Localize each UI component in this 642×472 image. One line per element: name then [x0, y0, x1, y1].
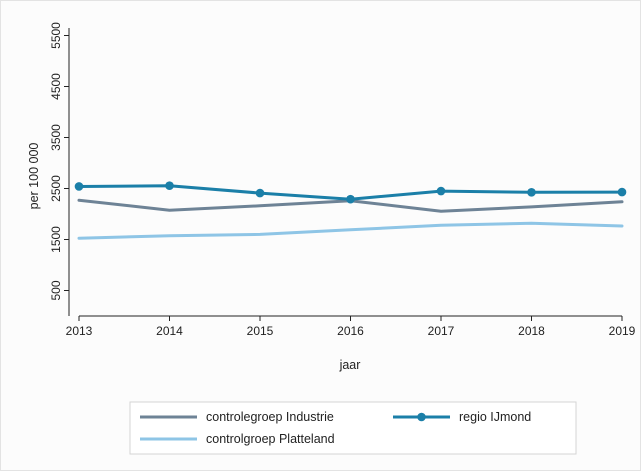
data-point-regio-ijmond [617, 187, 627, 197]
x-tick-label: 2017 [428, 324, 455, 338]
data-point-regio-ijmond [527, 188, 536, 197]
legend: controlegroep Industrie regio IJmond contr… [129, 401, 577, 455]
y-tick-label: 500 [49, 280, 63, 300]
axes: 500 1500 2500 3500 4500 5500 2013 2014 2015 2016 2… [49, 22, 636, 338]
legend-label-controlgroep-platteland: controlgroep Platteland [206, 432, 335, 446]
x-tick-label: 2015 [247, 324, 274, 338]
data-point-regio-ijmond [74, 182, 84, 191]
series-markers [74, 181, 627, 204]
x-tick-label: 2016 [337, 324, 364, 338]
data-point-regio-ijmond [436, 186, 446, 196]
data-point-regio-ijmond [346, 194, 355, 204]
legend-marker-regio-ijmond [417, 412, 426, 422]
x-tick-label: 2019 [609, 324, 636, 338]
x-axis-title: jaar [339, 358, 361, 372]
y-tick-label: 3500 [49, 124, 63, 151]
y-tick-label: 5500 [49, 22, 63, 49]
legend-label-controlegroep-industrie: controlegroep Industrie [206, 410, 334, 424]
legend-items: controlegroep Industrie regio IJmond contr… [140, 410, 531, 446]
y-tick-label: 4500 [49, 73, 63, 100]
x-tick-label: 2018 [518, 324, 545, 338]
series-lines [77, 184, 624, 240]
series-line-controlgroep-platteland [77, 221, 624, 240]
y-axis-title: per 100 000 [27, 143, 41, 210]
legend-box [129, 401, 577, 455]
data-point-regio-ijmond [255, 188, 265, 198]
x-tick-label: 2013 [66, 324, 93, 338]
y-tick-label: 1500 [49, 226, 63, 253]
data-point-regio-ijmond [165, 181, 174, 190]
x-tick-label: 2014 [156, 324, 183, 338]
y-tick-label: 2500 [49, 175, 63, 202]
legend-label-regio-ijmond: regio IJmond [459, 410, 531, 424]
